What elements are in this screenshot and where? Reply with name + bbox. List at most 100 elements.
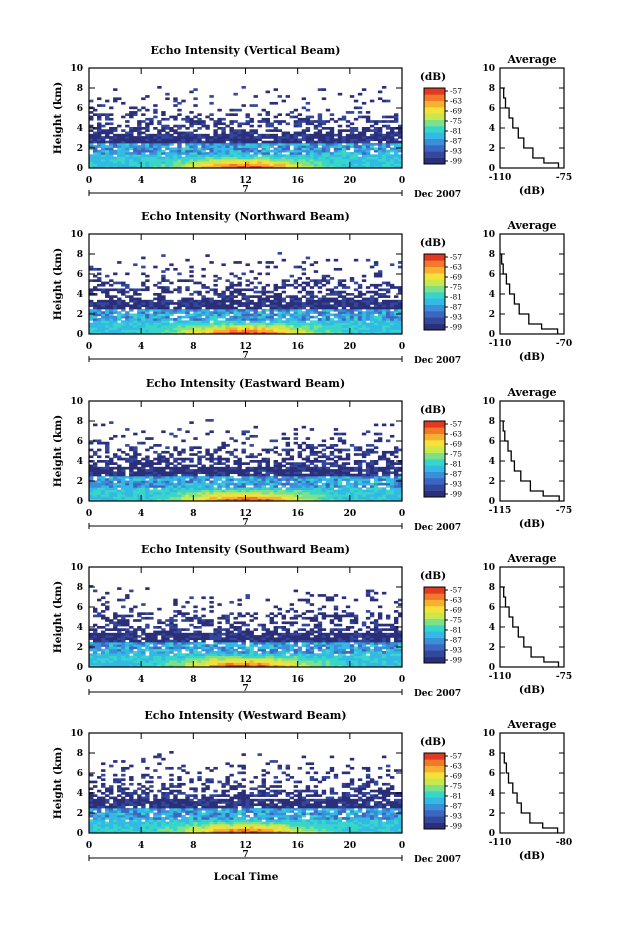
heatmap-cell bbox=[310, 474, 314, 477]
heatmap-cell bbox=[374, 120, 378, 123]
heatmap-cell bbox=[302, 458, 306, 461]
heatmap-cell bbox=[302, 107, 306, 110]
heatmap-cell bbox=[225, 444, 229, 447]
heatmap-cell bbox=[173, 161, 177, 164]
heatmap-cell bbox=[254, 483, 258, 486]
heatmap-cell bbox=[370, 284, 374, 287]
heatmap-cell bbox=[282, 157, 286, 160]
heatmap-cell bbox=[117, 455, 121, 458]
heatmap-cell bbox=[318, 88, 322, 91]
heatmap-cell bbox=[129, 490, 133, 493]
heatmap-cell bbox=[386, 127, 390, 130]
heatmap-cell bbox=[129, 136, 133, 139]
heatmap-cell bbox=[274, 293, 278, 296]
heatmap-cell bbox=[177, 109, 181, 112]
heatmap-cell bbox=[382, 451, 386, 454]
heatmap-cell bbox=[358, 469, 362, 472]
heatmap-cell bbox=[201, 314, 205, 317]
heatmap-cell bbox=[109, 469, 113, 472]
heatmap-cell bbox=[169, 157, 173, 160]
heatmap-cell bbox=[145, 462, 149, 465]
colorbar-tick-label: -93 bbox=[450, 313, 462, 322]
heatmap-cell bbox=[217, 134, 221, 137]
colorbar-segment bbox=[424, 139, 445, 146]
heatmap-cell bbox=[266, 111, 270, 114]
heatmap-cell bbox=[294, 298, 298, 301]
heatmap-cell bbox=[137, 490, 141, 493]
heatmap-cell bbox=[161, 127, 165, 130]
heatmap-cell bbox=[169, 474, 173, 477]
heatmap-cell bbox=[233, 327, 237, 330]
heatmap-cell bbox=[342, 490, 346, 493]
heatmap-cell bbox=[229, 129, 233, 132]
heatmap-cell bbox=[354, 157, 358, 160]
avg-y-tick-label: 6 bbox=[489, 270, 495, 280]
heatmap-cell bbox=[334, 327, 338, 330]
heatmap-cell bbox=[318, 129, 322, 132]
heatmap-cell bbox=[310, 148, 314, 151]
heatmap-cell bbox=[169, 471, 173, 474]
heatmap-cell bbox=[193, 291, 197, 294]
heatmap-cell bbox=[334, 460, 338, 463]
heatmap-cell bbox=[237, 148, 241, 151]
heatmap-cell bbox=[113, 323, 117, 326]
heatmap-cell bbox=[165, 138, 169, 141]
heatmap-cell bbox=[201, 492, 205, 495]
colorbar-unit: (dB) bbox=[420, 71, 446, 83]
heatmap-cell bbox=[366, 490, 370, 493]
heatmap-cell bbox=[306, 490, 310, 493]
avg-y-tick-label: 6 bbox=[489, 104, 495, 114]
heatmap-cell bbox=[149, 302, 153, 305]
heatmap-cell bbox=[205, 291, 209, 294]
heatmap-cell bbox=[382, 316, 386, 319]
heatmap-cell bbox=[237, 125, 241, 128]
heatmap-cell bbox=[314, 148, 318, 151]
heatmap-cell bbox=[290, 660, 294, 663]
heatmap-cell bbox=[145, 327, 149, 330]
heatmap-cell bbox=[121, 494, 125, 497]
heatmap-cell bbox=[310, 485, 314, 488]
heatmap-cell bbox=[105, 282, 109, 285]
heatmap-cell bbox=[193, 325, 197, 328]
heatmap-cell bbox=[217, 458, 221, 461]
heatmap-cell bbox=[290, 494, 294, 497]
heatmap-cell bbox=[197, 481, 201, 484]
heatmap bbox=[89, 86, 402, 168]
heatmap-cell bbox=[310, 460, 314, 463]
heatmap-cell bbox=[254, 316, 258, 319]
heatmap-cell bbox=[101, 145, 105, 148]
heatmap-cell bbox=[382, 86, 386, 89]
heatmap-cell bbox=[225, 492, 229, 495]
heatmap-cell bbox=[109, 307, 113, 310]
heatmap-cell bbox=[101, 442, 105, 445]
heatmap-cell bbox=[185, 298, 189, 301]
heatmap-cell bbox=[282, 148, 286, 151]
heatmap-cell bbox=[386, 318, 390, 321]
heatmap-cell bbox=[141, 314, 145, 317]
heatmap-cell bbox=[233, 316, 237, 319]
heatmap-cell bbox=[137, 323, 141, 326]
heatmap-cell bbox=[213, 300, 217, 303]
heatmap-cell bbox=[386, 490, 390, 493]
heatmap-cell bbox=[342, 295, 346, 298]
heatmap-cell bbox=[378, 129, 382, 132]
heatmap-cell bbox=[354, 304, 358, 307]
heatmap-cell bbox=[201, 478, 205, 481]
heatmap-cell bbox=[366, 487, 370, 490]
heatmap-cell bbox=[326, 279, 330, 282]
heatmap-cell bbox=[109, 145, 113, 148]
heatmap-cell bbox=[286, 481, 290, 484]
heatmap-cell bbox=[394, 116, 398, 119]
heatmap-cell bbox=[221, 323, 225, 326]
heatmap-cell bbox=[165, 307, 169, 310]
heatmap-cell bbox=[294, 136, 298, 139]
heatmap-cell bbox=[394, 492, 398, 495]
heatmap-cell bbox=[165, 314, 169, 317]
heatmap-cell bbox=[354, 150, 358, 153]
heatmap-cell bbox=[125, 458, 129, 461]
heatmap-cell bbox=[89, 485, 93, 488]
heatmap-cell bbox=[201, 471, 205, 474]
heatmap-cell bbox=[330, 293, 334, 296]
heatmap-cell bbox=[318, 302, 322, 305]
